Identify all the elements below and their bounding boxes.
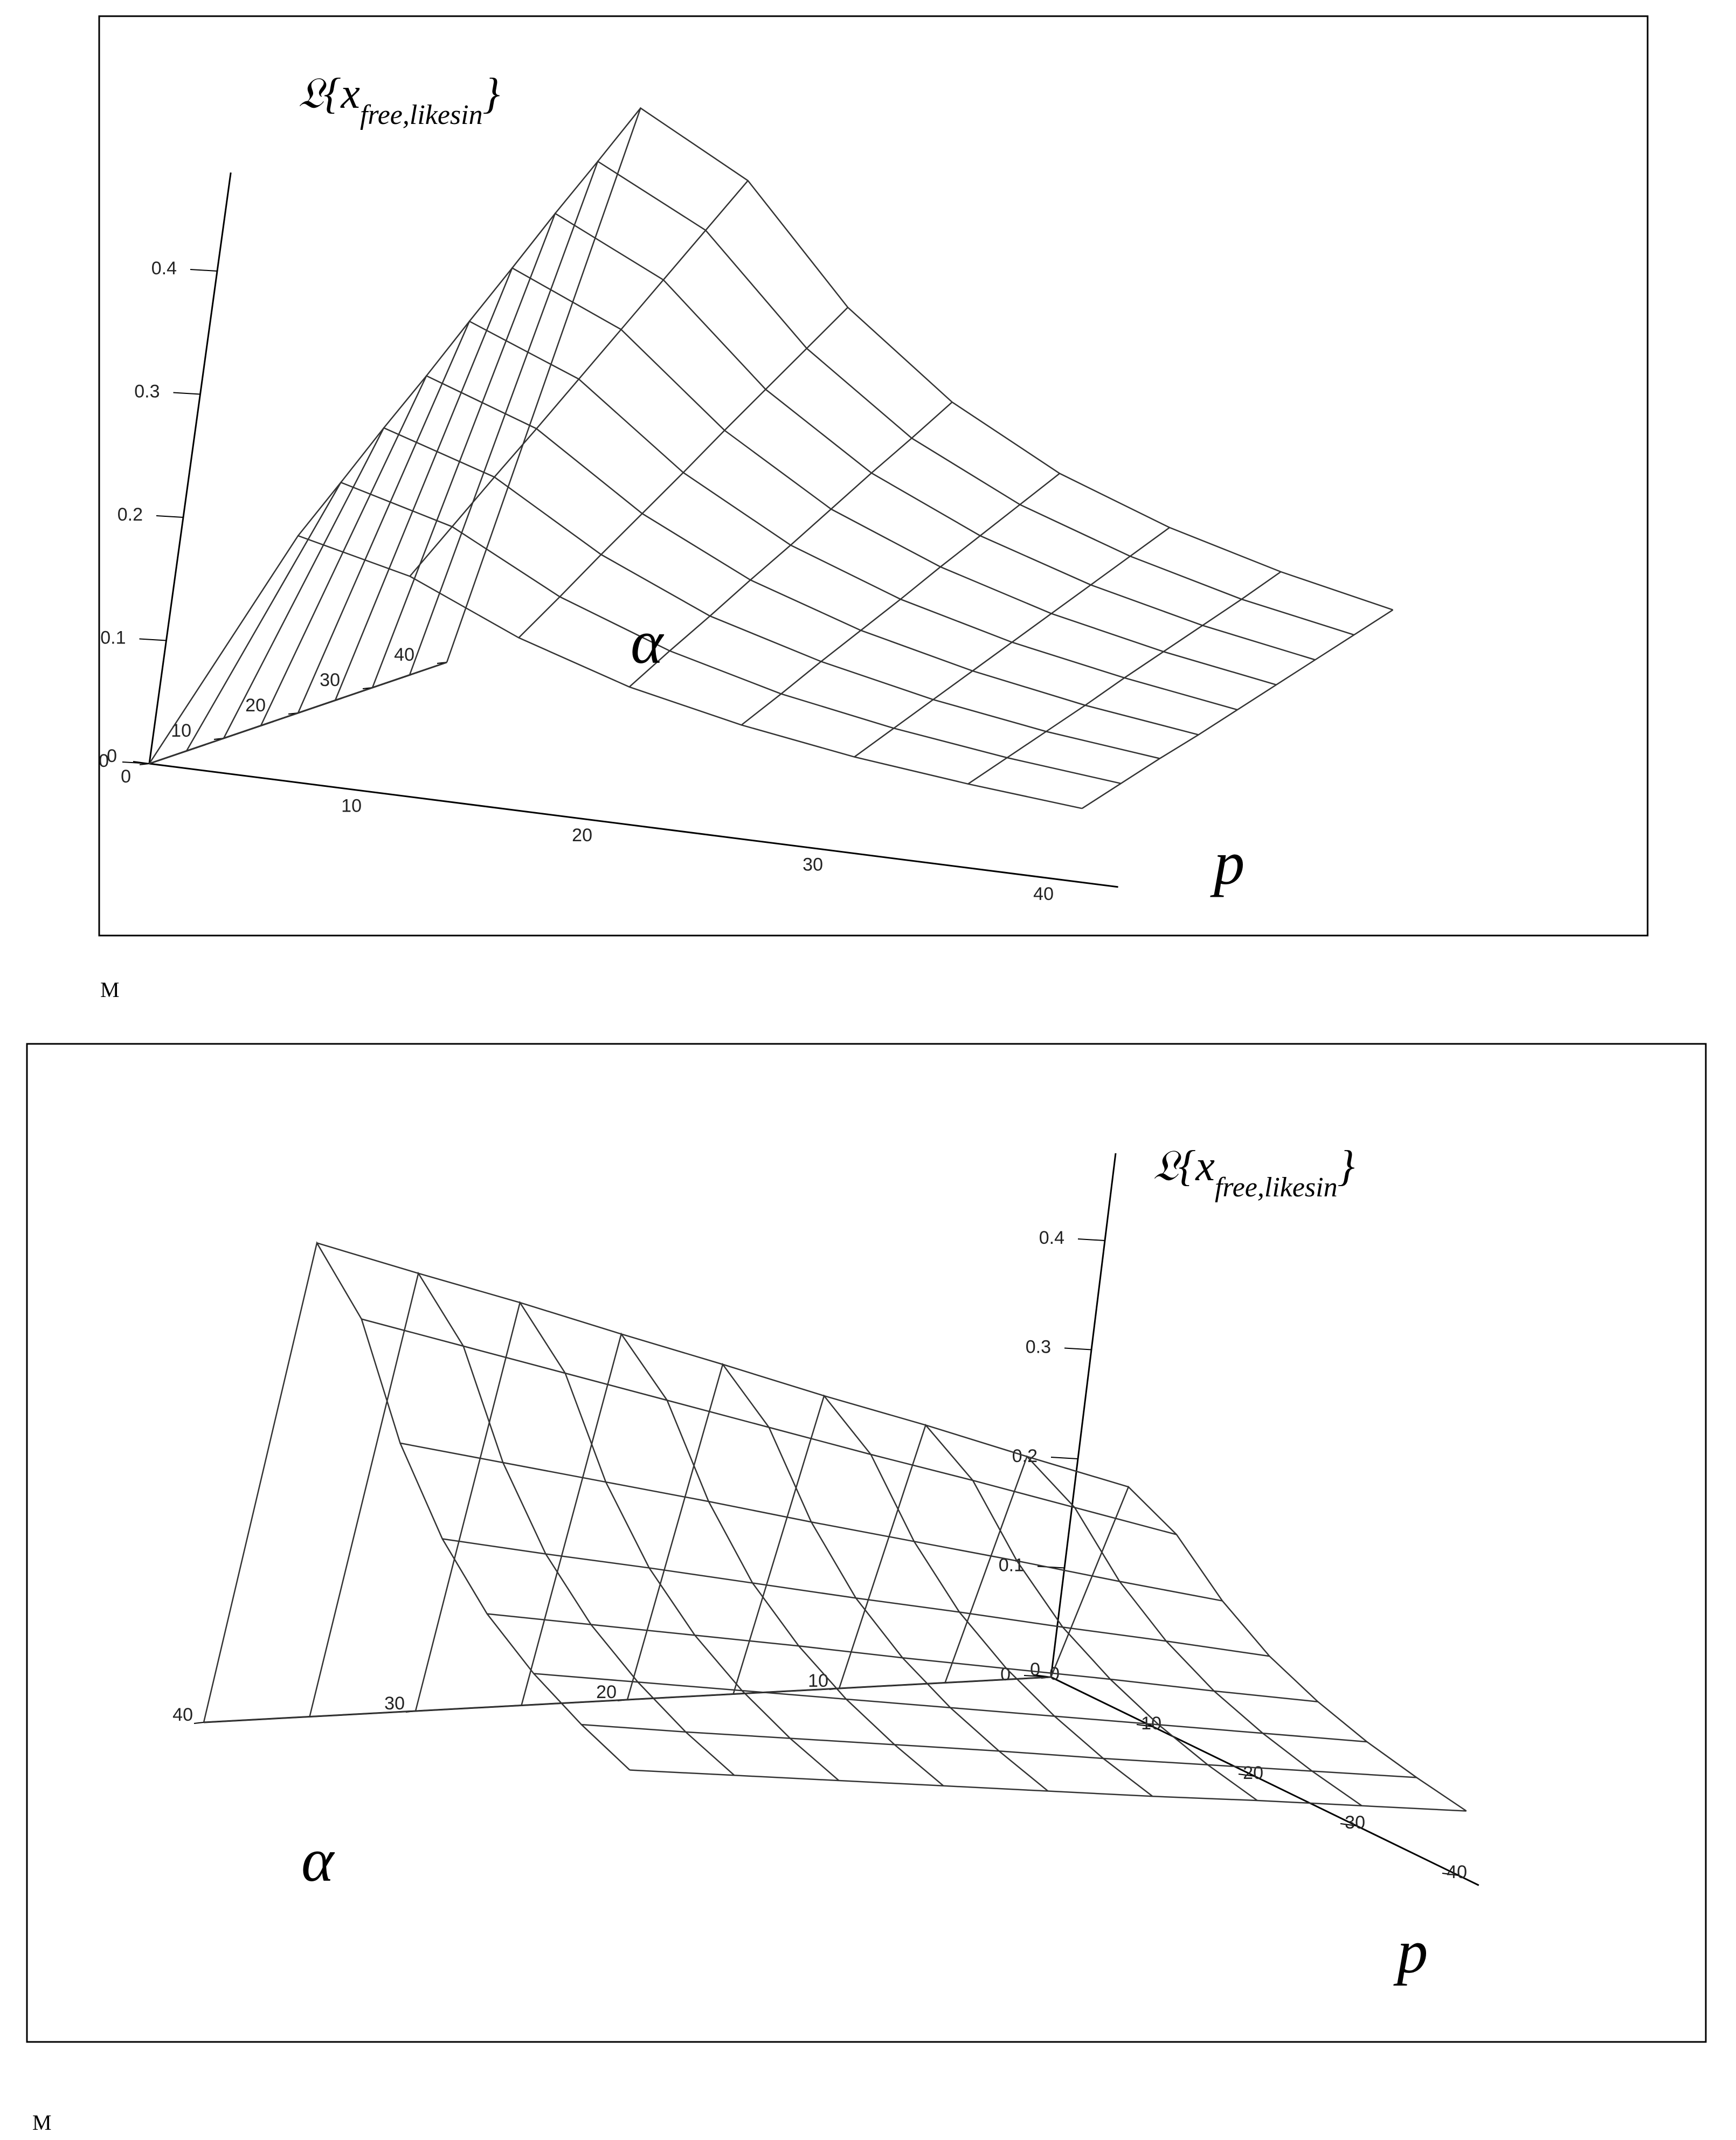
mesh-line	[260, 375, 1199, 736]
mesh-line	[414, 1300, 840, 1781]
z-title-subscript: free,likesin	[1215, 1172, 1338, 1203]
y-tick-label: 30	[320, 670, 340, 690]
z-axis-title: 𝔏{xfree,likesin}	[298, 70, 500, 130]
mesh-line	[534, 1673, 1367, 1743]
z-tick	[122, 761, 150, 764]
y-tick-label: 20	[596, 1682, 617, 1702]
z-tick	[1064, 1347, 1092, 1351]
x-tick-label: 20	[572, 825, 592, 846]
x-axis	[1050, 1676, 1479, 1886]
mesh-line	[521, 1332, 944, 1786]
y-tick-label: 0	[107, 746, 117, 766]
mesh-line	[148, 535, 1082, 809]
y-axis-title: α	[301, 1826, 335, 1894]
z-tick	[1050, 1457, 1078, 1459]
caption: M	[32, 2110, 52, 2135]
z-tick-label: 0.1	[100, 627, 126, 648]
mesh-line	[361, 1318, 1177, 1535]
mesh-line	[409, 180, 749, 577]
mesh-line	[944, 1455, 1362, 1806]
mesh-line	[446, 107, 1393, 663]
mesh-line	[628, 401, 953, 688]
mesh-line	[487, 1613, 1318, 1702]
z-tick	[190, 269, 218, 272]
z-tick	[1077, 1238, 1105, 1241]
z-title-close: }	[483, 70, 500, 117]
mesh-line	[297, 320, 1238, 714]
z-title-subscript: free,likesin	[360, 100, 483, 130]
mesh-line	[400, 1442, 1223, 1602]
y-tick-label: 30	[384, 1693, 405, 1714]
x-axis-title: p	[1393, 1917, 1428, 1986]
mesh-line	[741, 473, 1060, 726]
mesh-line	[630, 1769, 1467, 1812]
surface-chart: 0 10 20 30 40 0 10 20 30 40 0 0.1 0.2 0.3 0.4 p α 𝔏{xfree…	[99, 70, 1394, 904]
x-tick-label: 30	[803, 854, 823, 875]
y-axis-title: α	[631, 608, 665, 676]
x-tick	[594, 820, 611, 823]
z-tick-label: 0.3	[134, 381, 160, 401]
mesh-line	[581, 1723, 1417, 1778]
x-tick	[363, 790, 381, 794]
mesh-line	[203, 1676, 1052, 1723]
y-tick	[193, 1722, 204, 1724]
y-tick-label: 40	[394, 645, 414, 665]
y-tick-label: 20	[245, 695, 266, 716]
z-tick-label: 0.4	[151, 258, 177, 279]
mesh-line	[442, 1538, 1270, 1657]
x-tick	[825, 849, 842, 853]
mesh-line	[409, 160, 1354, 675]
mesh-line	[967, 571, 1282, 785]
x-tick	[1055, 878, 1073, 882]
x-tick	[1340, 1823, 1357, 1826]
mesh-line	[298, 107, 641, 536]
z-axis-title: 𝔏{xfree,likesin}	[1153, 1142, 1355, 1203]
z-title-base: 𝔏{x	[1153, 1142, 1215, 1190]
y-tick-label: 10	[808, 1671, 828, 1691]
x-axis	[149, 763, 1118, 888]
mesh-line	[518, 307, 848, 639]
z-tick-label: 0.2	[117, 504, 143, 525]
y-tick-label: 10	[171, 721, 191, 741]
y-tick-label: 40	[172, 1705, 193, 1725]
chart-frame	[98, 15, 1649, 937]
z-tick	[139, 638, 167, 641]
surface-chart: 01020304001020304000.10.20.30.4pα𝔏{xfree…	[172, 1142, 1479, 1986]
x-tick-label: 30	[1345, 1812, 1365, 1833]
x-tick	[1238, 1774, 1255, 1777]
x-tick	[1442, 1873, 1459, 1876]
y-tick-label: 0	[1030, 1659, 1040, 1680]
mesh-line	[316, 1242, 1129, 1488]
x-tick-label: 10	[341, 795, 362, 816]
mesh-line	[732, 1394, 1153, 1797]
z-tick-label: 0.3	[1026, 1336, 1051, 1357]
x-tick	[1136, 1724, 1153, 1727]
z-tick	[173, 392, 200, 395]
chart-frame	[26, 1043, 1707, 2043]
mesh-line	[371, 212, 1316, 688]
mesh-line	[203, 1241, 631, 1771]
x-tick-label: 20	[1243, 1763, 1263, 1783]
z-tick	[156, 515, 184, 518]
x-tick-label: 0	[121, 766, 131, 787]
mesh-line	[838, 1423, 1258, 1802]
mesh-line	[626, 1362, 1049, 1792]
x-axis-title: p	[1210, 829, 1245, 897]
z-title-close: }	[1338, 1142, 1355, 1190]
mesh-line	[854, 527, 1170, 758]
mesh-line	[149, 661, 447, 765]
mesh-line	[334, 267, 1277, 701]
z-title-base: 𝔏{x	[298, 70, 360, 117]
z-tick-label: 0	[99, 751, 109, 771]
z-tick-label: 0.4	[1039, 1228, 1064, 1248]
x-tick-label: 40	[1447, 1862, 1467, 1882]
mesh-line	[1081, 609, 1394, 809]
caption: M	[100, 978, 120, 1002]
x-tick-label: 40	[1033, 884, 1054, 904]
